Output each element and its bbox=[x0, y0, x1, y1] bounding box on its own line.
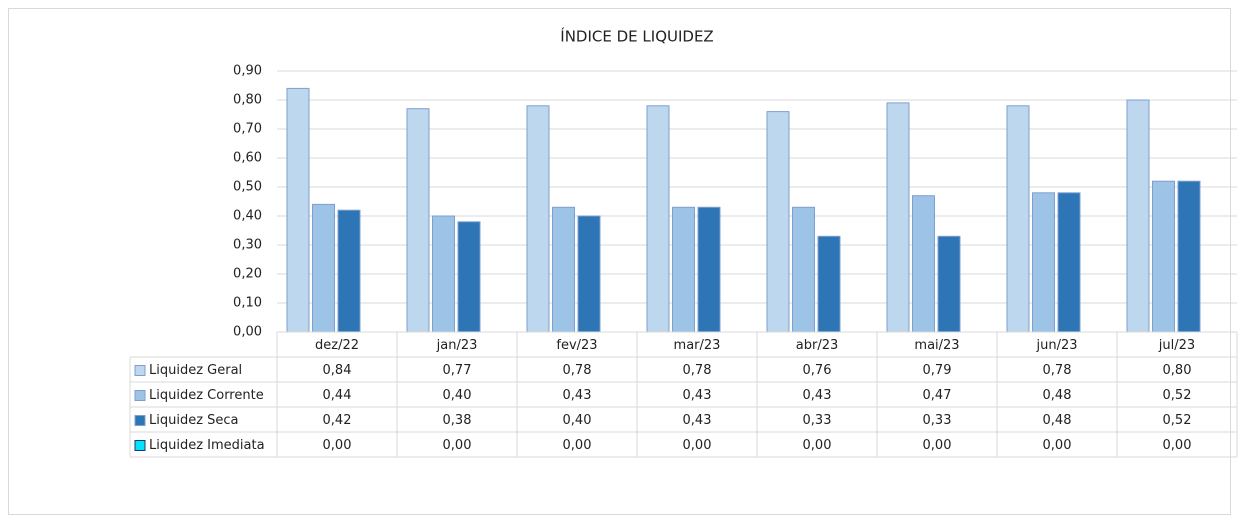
data-label: 0,48 bbox=[1043, 413, 1072, 428]
data-label: 0,40 bbox=[563, 413, 592, 428]
legend-label: Liquidez Imediata bbox=[149, 438, 265, 453]
data-label: 0,43 bbox=[683, 388, 712, 403]
bar bbox=[912, 195, 935, 333]
data-label: 0,43 bbox=[803, 388, 832, 403]
data-label: 0,78 bbox=[1043, 363, 1072, 378]
y-tick-label: 0,90 bbox=[233, 64, 262, 79]
bar bbox=[886, 102, 910, 333]
data-label: 0,77 bbox=[443, 363, 472, 378]
legend-key bbox=[134, 365, 146, 376]
data-label: 0,78 bbox=[563, 363, 592, 378]
data-label: 0,76 bbox=[803, 363, 832, 378]
data-label: 0,38 bbox=[443, 413, 472, 428]
x-tick-label: abr/23 bbox=[796, 338, 839, 353]
data-label: 0,33 bbox=[923, 413, 952, 428]
x-tick-label: jul/23 bbox=[1158, 338, 1195, 353]
data-label: 0,42 bbox=[323, 413, 352, 428]
x-tick-label: fev/23 bbox=[556, 338, 597, 353]
y-tick-label: 0,80 bbox=[233, 93, 262, 108]
data-label: 0,48 bbox=[1043, 388, 1072, 403]
bar bbox=[286, 87, 310, 333]
y-tick-label: 0,60 bbox=[233, 151, 262, 166]
bar bbox=[457, 221, 481, 333]
bar bbox=[1032, 192, 1055, 333]
data-label: 0,52 bbox=[1163, 413, 1192, 428]
y-tick-label: 0,70 bbox=[233, 122, 262, 137]
data-label: 0,43 bbox=[683, 413, 712, 428]
data-label: 0,78 bbox=[683, 363, 712, 378]
data-label: 0,00 bbox=[803, 438, 832, 453]
data-label: 0,00 bbox=[683, 438, 712, 453]
y-tick-label: 0,20 bbox=[233, 267, 262, 282]
data-label: 0,00 bbox=[443, 438, 472, 453]
data-label: 0,43 bbox=[563, 388, 592, 403]
legend-key bbox=[134, 440, 146, 451]
bar bbox=[1152, 180, 1175, 333]
bar bbox=[432, 215, 455, 333]
bar bbox=[1177, 180, 1201, 333]
y-tick-label: 0,30 bbox=[233, 238, 262, 253]
y-tick-label: 0,40 bbox=[233, 209, 262, 224]
legend-key bbox=[134, 390, 146, 401]
bar bbox=[1126, 99, 1150, 333]
x-tick-label: jun/23 bbox=[1035, 338, 1077, 353]
data-label: 0,80 bbox=[1163, 363, 1192, 378]
bar bbox=[672, 206, 695, 333]
data-label: 0,33 bbox=[803, 413, 832, 428]
bar bbox=[817, 235, 841, 333]
data-label: 0,84 bbox=[323, 363, 352, 378]
bar bbox=[577, 215, 601, 333]
data-label: 0,00 bbox=[323, 438, 352, 453]
x-tick-label: jan/23 bbox=[436, 338, 478, 353]
data-label: 0,00 bbox=[923, 438, 952, 453]
data-label: 0,00 bbox=[1163, 438, 1192, 453]
bar bbox=[337, 209, 361, 333]
data-label: 0,40 bbox=[443, 388, 472, 403]
bar bbox=[937, 235, 961, 333]
x-tick-label: mar/23 bbox=[674, 338, 721, 353]
bar bbox=[526, 105, 550, 333]
bar bbox=[646, 105, 670, 333]
bar bbox=[406, 108, 430, 333]
y-tick-label: 0,50 bbox=[233, 180, 262, 195]
bar bbox=[792, 206, 815, 333]
legend-label: Liquidez Corrente bbox=[149, 388, 264, 403]
bar bbox=[697, 206, 721, 333]
chart-title: ÍNDICE DE LIQUIDEZ bbox=[560, 27, 713, 46]
bar bbox=[1057, 192, 1081, 333]
bar bbox=[312, 203, 335, 333]
data-label: 0,00 bbox=[1043, 438, 1072, 453]
data-label: 0,00 bbox=[563, 438, 592, 453]
legend-label: Liquidez Geral bbox=[149, 363, 242, 378]
data-label: 0,52 bbox=[1163, 388, 1192, 403]
bar bbox=[1006, 105, 1030, 333]
bar bbox=[552, 206, 575, 333]
bar bbox=[766, 111, 790, 333]
legend-label: Liquidez Seca bbox=[149, 413, 239, 428]
y-tick-label: 0,00 bbox=[233, 325, 262, 340]
y-tick-label: 0,10 bbox=[233, 296, 262, 311]
legend-key bbox=[134, 415, 146, 426]
data-label: 0,47 bbox=[923, 388, 952, 403]
x-tick-label: mai/23 bbox=[914, 338, 959, 353]
data-label: 0,79 bbox=[923, 363, 952, 378]
data-label: 0,44 bbox=[323, 388, 352, 403]
x-tick-label: dez/22 bbox=[315, 338, 359, 353]
